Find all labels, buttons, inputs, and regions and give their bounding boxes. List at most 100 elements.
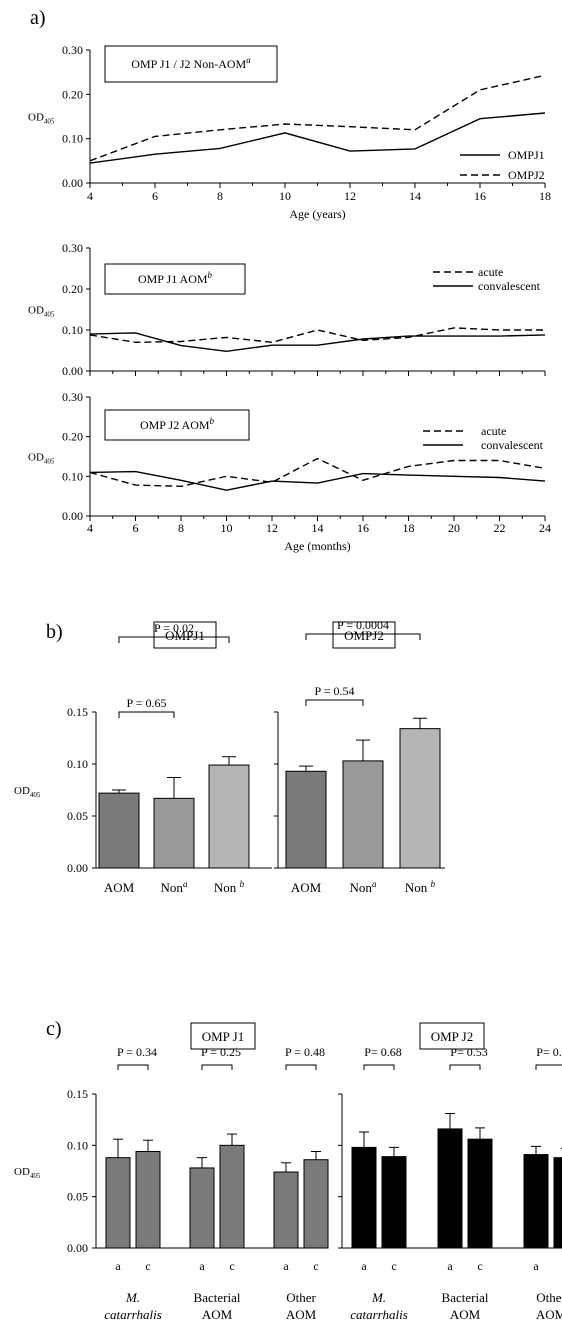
- chart-title: OMP J1 / J2 Non-AOMa: [131, 55, 251, 71]
- chart-omp-j1-aom: 0.00 0.10 0.20 0.30 OD405 OMP J1 AOMb acutecon…: [28, 241, 546, 378]
- y-tick-label: 0.10: [67, 757, 88, 771]
- superscript: b: [208, 270, 213, 280]
- x-category-label: AOM: [104, 880, 135, 895]
- bar: [135, 1150, 161, 1249]
- panel-label-a: a): [30, 7, 46, 29]
- y-tick-label: 0.30: [62, 390, 83, 404]
- bar: [351, 1146, 377, 1249]
- significance-bracket: [285, 1064, 317, 1070]
- chart-omp-j2-aom: 0.00 0.10 0.20 0.30 4 6 8 10 12 14 16 18 20 22 24 Age (…: [28, 390, 551, 553]
- significance-bracket: [535, 1064, 562, 1070]
- superscript: b: [210, 416, 215, 426]
- panel-label-c: c): [46, 1018, 62, 1040]
- x-tick-label: 10: [279, 189, 291, 203]
- bar: [189, 1167, 215, 1249]
- title-box: [104, 45, 278, 83]
- x-tick-label: 12: [344, 189, 356, 203]
- group-label: Other: [286, 1290, 316, 1305]
- title-box: [104, 263, 246, 295]
- bar: [381, 1156, 407, 1249]
- chart-panel-c: OD405 0.00 0.05 0.10 0.15 OMP J1 a c a c a c P = 0.3…: [14, 1022, 562, 1322]
- significance-bracket: [118, 711, 175, 718]
- y-tick-label: 0.00: [62, 176, 83, 190]
- group-label: Other: [536, 1290, 562, 1305]
- x-tick-label: 6: [133, 521, 139, 535]
- x-tick-label: 4: [87, 521, 93, 535]
- p-value-label: P = 0.25: [201, 1045, 241, 1059]
- significance-bracket: [305, 633, 421, 640]
- bar-category-label: a: [447, 1259, 453, 1273]
- chart-title: OMP J1 AOMb: [138, 270, 213, 286]
- y-tick-label: 0.00: [67, 861, 88, 875]
- y-tick-label: 0.30: [62, 43, 83, 57]
- group-label: AOM: [536, 1307, 562, 1322]
- significance-bracket: [363, 1064, 395, 1070]
- title-box: [104, 409, 250, 441]
- y-tick-label: 0.10: [67, 1138, 88, 1152]
- x-tick-label: 4: [87, 189, 93, 203]
- bar-category-label: a: [115, 1259, 121, 1273]
- group-label: AOM: [450, 1307, 481, 1322]
- bar-category-label: c: [229, 1259, 234, 1273]
- x-tick-label: 18: [539, 189, 551, 203]
- y-axis-label: OD405: [14, 785, 41, 799]
- series-line-convalescent: [89, 470, 546, 491]
- series-line-OMPJ1: [89, 112, 546, 164]
- bar: [273, 1171, 299, 1249]
- p-value-label: P = 0.48: [285, 1045, 325, 1059]
- bar-category-label: c: [477, 1259, 482, 1273]
- legend-label: acute: [478, 265, 503, 279]
- y-axis-label: OD405: [14, 1166, 41, 1180]
- series-line-acute: [89, 327, 545, 344]
- significance-bracket: [449, 1064, 481, 1070]
- y-tick-label: 0.00: [67, 1241, 88, 1255]
- y-axis-label-subscript: 405: [30, 791, 41, 799]
- bar: [553, 1157, 562, 1249]
- p-value-label: P = 0.54: [315, 684, 355, 698]
- x-axis-label: Age (years): [289, 207, 345, 221]
- y-tick-label: 0.00: [62, 509, 83, 523]
- bar-category-label: c: [313, 1259, 318, 1273]
- y-axis-label-subscript: 405: [44, 118, 55, 126]
- group-title: OMP J1: [202, 1029, 245, 1044]
- group-label: M.: [125, 1290, 140, 1305]
- group-title-box: [332, 621, 396, 649]
- legend-label: convalescent: [478, 279, 541, 293]
- y-tick-label: 0.10: [62, 132, 83, 146]
- group-label: M.: [371, 1290, 386, 1305]
- bar: [399, 728, 441, 869]
- x-tick-label: 20: [448, 521, 460, 535]
- bar: [303, 1159, 329, 1249]
- group-title-box: [190, 1022, 256, 1050]
- x-tick-label: 22: [494, 521, 506, 535]
- bar-category-label: a: [361, 1259, 367, 1273]
- chart-omp-j1-j2-non-aom: 0.00 0.10 0.20 0.30 4 6 8 10 12 14 16 18 Age (years)…: [28, 43, 551, 221]
- x-tick-label: 8: [217, 189, 223, 203]
- p-value-label: P= 0.53: [450, 1045, 487, 1059]
- group-label: AOM: [202, 1307, 233, 1322]
- bar: [208, 764, 250, 869]
- significance-bracket: [201, 1064, 233, 1070]
- group-label: Bacterial: [194, 1290, 241, 1305]
- bar-category-label: c: [391, 1259, 396, 1273]
- y-tick-label: 0.20: [62, 282, 83, 296]
- x-tick-label: 14: [409, 189, 421, 203]
- significance-bracket: [117, 1064, 149, 1070]
- series-line-acute: [89, 457, 546, 488]
- bar: [219, 1144, 245, 1249]
- y-tick-label: 0.05: [67, 1190, 88, 1204]
- legend-label: OMPJ1: [508, 148, 545, 162]
- x-category-label: AOM: [291, 880, 322, 895]
- group-label: catarrhalis: [104, 1307, 162, 1322]
- bar-category-label: a: [533, 1259, 539, 1273]
- bar: [285, 770, 327, 869]
- y-tick-label: 0.15: [67, 705, 88, 719]
- x-tick-label: 24: [539, 521, 551, 535]
- y-axis-label: OD405: [28, 452, 55, 466]
- y-axis-label-text: OD: [14, 785, 30, 797]
- y-tick-label: 0.10: [62, 323, 83, 337]
- y-axis-label-text: OD: [14, 1166, 30, 1178]
- bar-category-label: c: [145, 1259, 150, 1273]
- bar: [153, 797, 195, 869]
